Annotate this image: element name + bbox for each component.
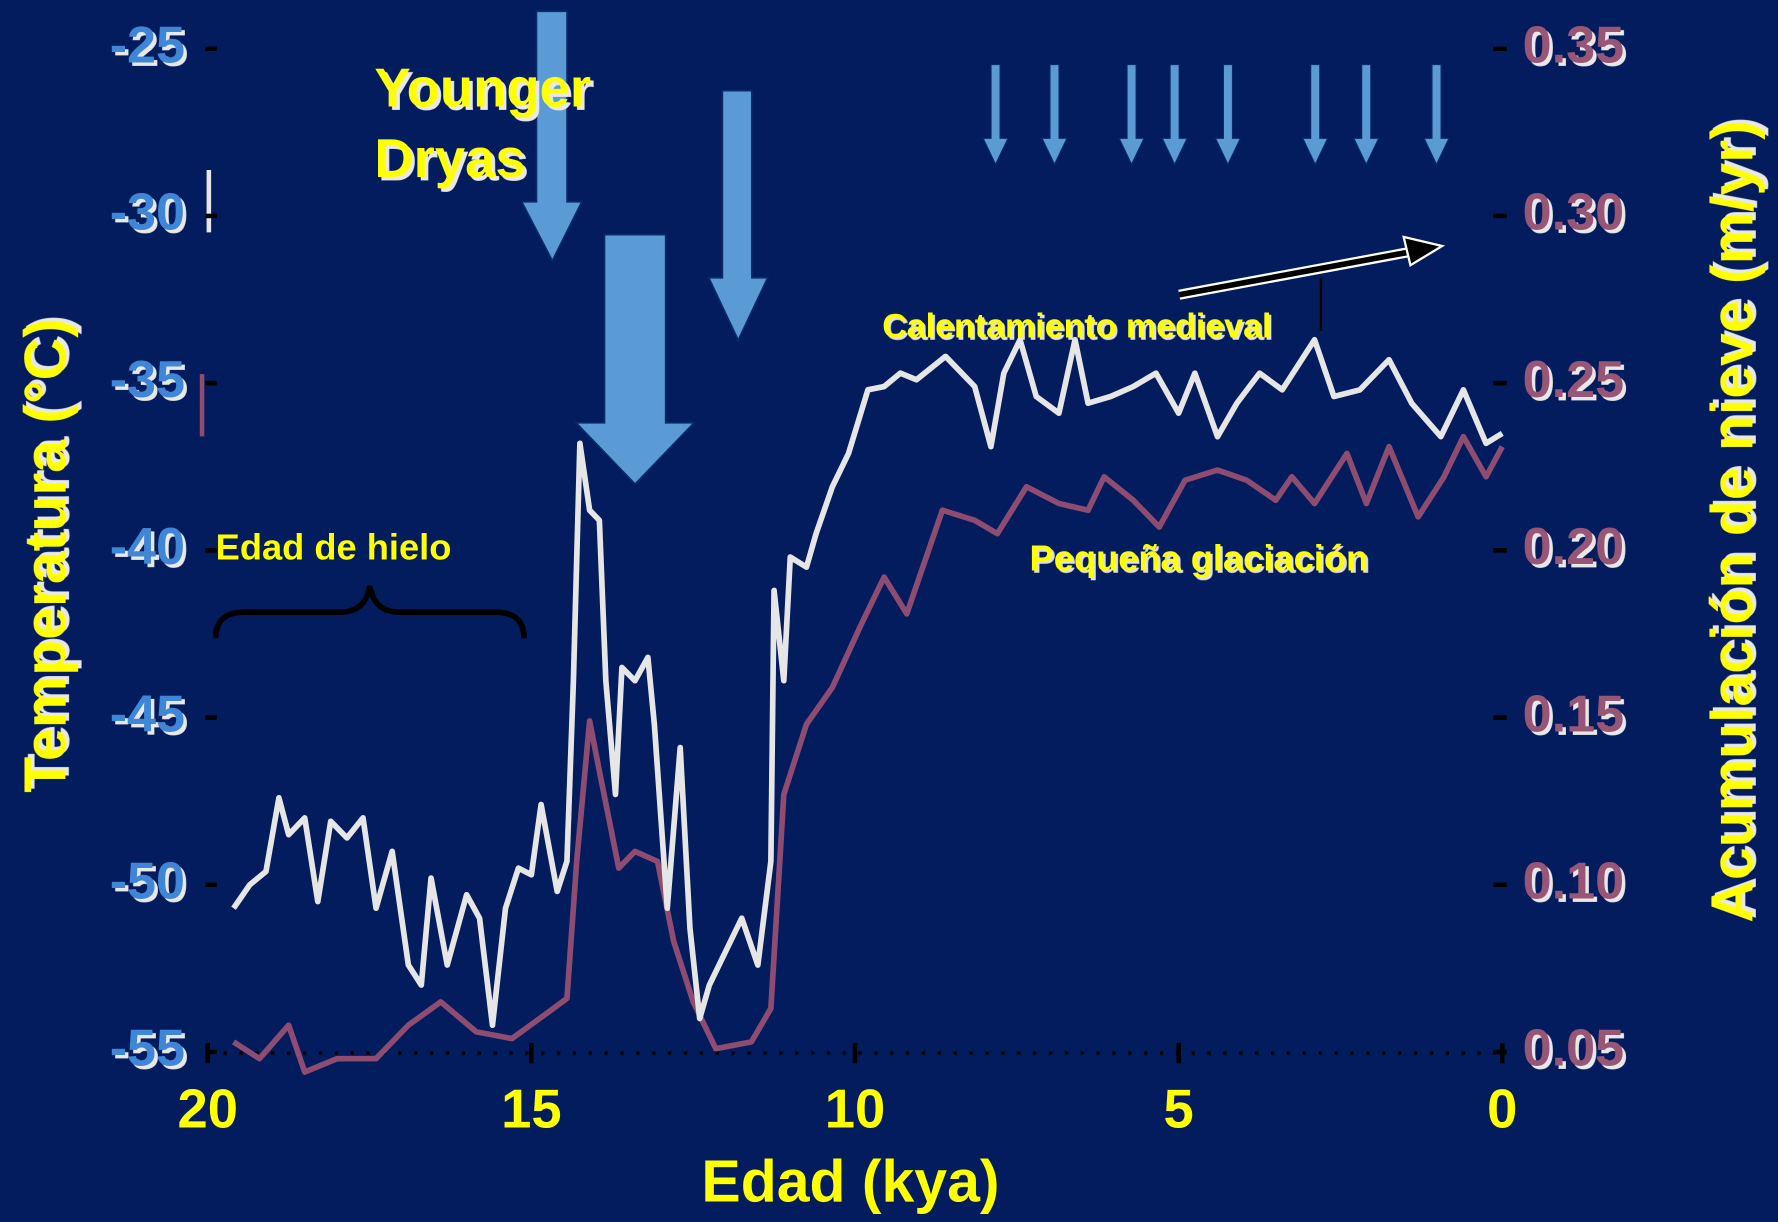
y-tick-label: -25 [110, 17, 185, 75]
data-line [232, 433, 1505, 1075]
small-arrows [982, 64, 1450, 166]
arrow [520, 10, 584, 263]
arrow [1301, 64, 1329, 166]
x-tick-label: 5 [1163, 1079, 1193, 1140]
y2-tick-label: 0.10 [1523, 853, 1624, 911]
y-tick-label: -50 [110, 853, 185, 911]
y-tick-label: -55 [110, 1020, 185, 1078]
arrow [574, 233, 697, 486]
arrow [1118, 64, 1145, 166]
annotation: Pequeña glaciación [1030, 538, 1369, 579]
brace [212, 585, 527, 639]
x-tick-label: 10 [825, 1079, 886, 1140]
x-tick-label: 15 [501, 1079, 562, 1140]
y-tick-label: -40 [110, 518, 185, 576]
annotation: Younger Dryas [374, 58, 591, 190]
y2-tick-label: 0.30 [1523, 184, 1624, 242]
x-tick-label: 20 [177, 1079, 238, 1140]
y2-tick-label: 0.05 [1523, 1020, 1624, 1078]
y2-tick-label: 0.35 [1523, 17, 1624, 75]
y2-tick-label: 0.15 [1523, 685, 1624, 743]
trend-arrow [1178, 248, 1413, 298]
arrow [1352, 64, 1380, 166]
arrow [1423, 64, 1450, 166]
y-axis-title: Temperatura (°C) [14, 318, 79, 792]
y-tick-label: -30 [110, 184, 185, 242]
arrow [1041, 64, 1068, 166]
annotation-box: Younger Dryas [374, 58, 591, 190]
arrow [1161, 64, 1189, 166]
y-tick-label: -35 [110, 351, 185, 409]
trend-arrow-head [1402, 235, 1446, 268]
arrow [707, 89, 770, 343]
y-tick-label: -45 [110, 685, 185, 743]
x-tick-label: 0 [1487, 1079, 1517, 1140]
data-line [231, 336, 1504, 1029]
arrow [1214, 64, 1242, 166]
y2-tick-label: 0.20 [1523, 518, 1624, 576]
y2-axis-title: Acumulación de nieve (m/yr) [1700, 120, 1765, 922]
x-axis-title: Edad (kya) [701, 1149, 999, 1214]
annotation: Edad de hielo [216, 526, 452, 567]
y2-tick-label: 0.25 [1523, 351, 1624, 409]
decorations [199, 10, 1503, 1055]
arrow [982, 64, 1009, 166]
